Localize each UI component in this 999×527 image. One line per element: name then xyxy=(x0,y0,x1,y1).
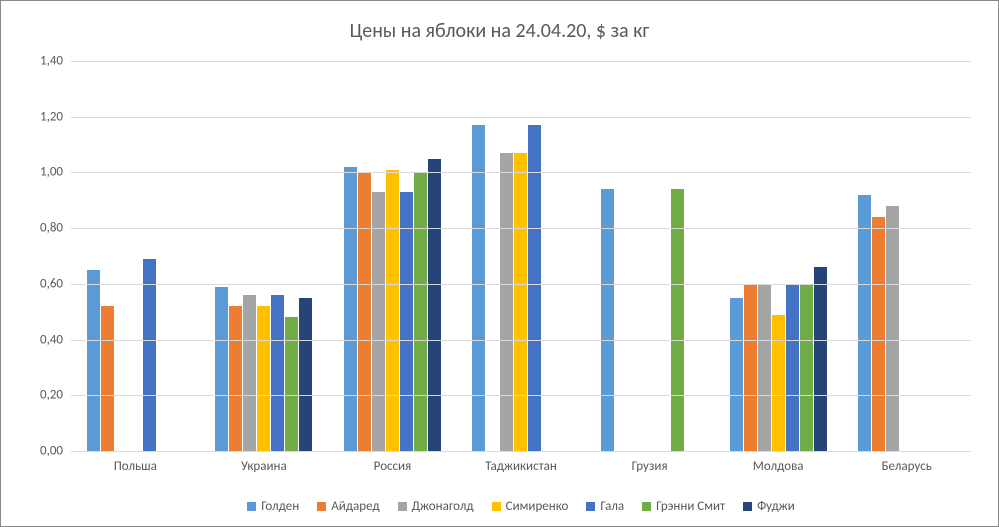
grid-line xyxy=(71,228,971,229)
grid-line xyxy=(71,172,971,173)
x-axis-label: Россия xyxy=(328,459,457,474)
bar xyxy=(229,306,242,451)
legend-label: Джонаголд xyxy=(412,499,474,514)
legend-item: Гала xyxy=(586,499,624,514)
bar xyxy=(786,284,799,451)
grid-line xyxy=(71,340,971,341)
chart-container: Цены на яблоки на 24.04.20, $ за кг Поль… xyxy=(0,0,999,527)
legend-swatch xyxy=(317,502,326,511)
bar xyxy=(414,172,427,451)
category-group: Молдова xyxy=(714,61,843,451)
bar xyxy=(500,153,513,451)
plot-area: ПольшаУкраинаРоссияТаджикистанГрузияМолд… xyxy=(71,61,971,451)
legend-swatch xyxy=(743,502,752,511)
legend-label: Айдаред xyxy=(331,499,379,514)
bar xyxy=(344,167,357,451)
category-group: Беларусь xyxy=(842,61,971,451)
x-axis-label: Украина xyxy=(200,459,329,474)
bar xyxy=(285,317,298,451)
bar xyxy=(758,284,771,451)
grid-line xyxy=(71,117,971,118)
bar xyxy=(428,159,441,452)
legend-swatch xyxy=(492,502,501,511)
bar xyxy=(800,284,813,451)
bars-area: ПольшаУкраинаРоссияТаджикистанГрузияМолд… xyxy=(71,61,971,451)
bar xyxy=(299,298,312,451)
y-axis-label: 0,60 xyxy=(21,276,63,291)
bar xyxy=(400,192,413,451)
legend: Голден Айдаред Джонаголд Симиренко Гала Грэнн… xyxy=(71,499,971,514)
bar xyxy=(528,125,541,451)
legend-label: Голден xyxy=(261,499,299,514)
y-axis-label: 1,20 xyxy=(21,109,63,124)
x-axis-label: Грузия xyxy=(585,459,714,474)
legend-item: Симиренко xyxy=(492,499,569,514)
x-axis-label: Таджикистан xyxy=(457,459,586,474)
bar xyxy=(271,295,284,451)
bar xyxy=(143,259,156,451)
legend-item: Джонаголд xyxy=(398,499,474,514)
legend-label: Симиренко xyxy=(506,499,569,514)
bar xyxy=(886,206,899,451)
x-axis-label: Польша xyxy=(71,459,200,474)
legend-swatch xyxy=(586,502,595,511)
category-group: Таджикистан xyxy=(457,61,586,451)
legend-label: Грэнни Смит xyxy=(656,499,725,514)
grid-line xyxy=(71,451,971,452)
bar xyxy=(514,153,527,451)
legend-label: Фуджи xyxy=(757,499,795,514)
chart-title: Цены на яблоки на 24.04.20, $ за кг xyxy=(1,1,998,51)
y-axis-label: 0,20 xyxy=(21,388,63,403)
grid-line xyxy=(71,61,971,62)
bar xyxy=(257,306,270,451)
bar xyxy=(101,306,114,451)
bar xyxy=(87,270,100,451)
x-axis-label: Молдова xyxy=(714,459,843,474)
y-axis-label: 1,40 xyxy=(21,54,63,69)
category-group: Грузия xyxy=(585,61,714,451)
bar xyxy=(872,217,885,451)
bar xyxy=(243,295,256,451)
legend-swatch xyxy=(247,502,256,511)
grid-line xyxy=(71,395,971,396)
legend-item: Грэнни Смит xyxy=(642,499,725,514)
bar xyxy=(814,267,827,451)
y-axis-label: 0,00 xyxy=(21,444,63,459)
y-axis-label: 0,40 xyxy=(21,332,63,347)
legend-item: Голден xyxy=(247,499,299,514)
legend-swatch xyxy=(642,502,651,511)
bar xyxy=(215,287,228,451)
category-group: Польша xyxy=(71,61,200,451)
bar xyxy=(730,298,743,451)
x-axis-label: Беларусь xyxy=(842,459,971,474)
category-group: Россия xyxy=(328,61,457,451)
bar xyxy=(772,315,785,452)
bar xyxy=(358,172,371,451)
category-group: Украина xyxy=(200,61,329,451)
legend-item: Айдаред xyxy=(317,499,379,514)
y-axis-label: 0,80 xyxy=(21,221,63,236)
bar xyxy=(372,192,385,451)
bar xyxy=(858,195,871,451)
legend-item: Фуджи xyxy=(743,499,795,514)
bar xyxy=(744,284,757,451)
grid-line xyxy=(71,284,971,285)
legend-label: Гала xyxy=(600,499,624,514)
bar xyxy=(386,170,399,451)
y-axis-label: 1,00 xyxy=(21,165,63,180)
legend-swatch xyxy=(398,502,407,511)
bar xyxy=(472,125,485,451)
